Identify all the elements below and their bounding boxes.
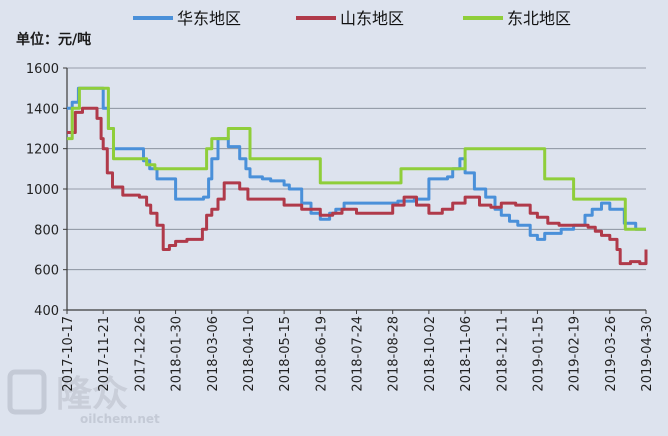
x-tick-label: 2018-06-19	[314, 316, 329, 392]
series-line-山东地区	[67, 106, 648, 266]
y-tick-label: 600	[34, 264, 59, 279]
y-tick-label: 400	[34, 304, 59, 319]
axes: 400 600 800 1000 1200 1400 1600 2017-10-17 2017-…	[26, 62, 655, 392]
x-tick-label: 2019-03-26	[604, 316, 619, 392]
y-tick-label: 800	[34, 223, 59, 238]
x-tick-label: 2018-01-30	[170, 316, 185, 392]
unit-label: 单位：元/吨	[16, 31, 91, 48]
y-tick-label: 1000	[26, 183, 59, 198]
watermark-brand: 隆众	[56, 374, 128, 415]
legend-label: 华东地区	[177, 9, 241, 28]
y-tick-label: 1400	[26, 102, 59, 117]
series-line-华东地区	[67, 86, 646, 241]
x-tick-label: 2018-03-06	[206, 316, 221, 392]
y-tick-label: 1600	[26, 62, 59, 77]
x-tick-label: 2018-11-06	[459, 316, 474, 392]
x-tick-label: 2018-05-15	[278, 316, 293, 392]
x-tick-label: 2018-07-24	[351, 316, 366, 392]
legend: 华东地区 山东地区 东北地区	[133, 9, 571, 28]
gridlines	[67, 67, 646, 271]
series-lines	[67, 86, 648, 266]
x-tick-label: 2018-04-10	[242, 316, 257, 392]
y-tick-label: 1200	[26, 143, 59, 158]
x-tick-label: 2019-04-30	[640, 316, 655, 392]
x-tick-label: 2017-10-17	[61, 316, 76, 392]
watermark-logo-icon	[7, 369, 47, 415]
x-tick-label: 2018-12-11	[495, 316, 510, 392]
x-tick-label: 2018-08-28	[387, 316, 402, 392]
x-tick-label: 2018-10-02	[423, 316, 438, 392]
legend-label: 东北地区	[507, 9, 571, 28]
legend-label: 山东地区	[340, 9, 404, 28]
watermark-url: oilchem.net	[80, 412, 160, 426]
x-tick-label: 2019-02-19	[568, 316, 583, 392]
x-tick-label: 2017-12-26	[133, 316, 148, 392]
x-tick-label: 2017-11-21	[97, 316, 112, 392]
series-line-东北地区	[67, 86, 646, 231]
x-tick-label: 2019-01-15	[531, 316, 546, 392]
